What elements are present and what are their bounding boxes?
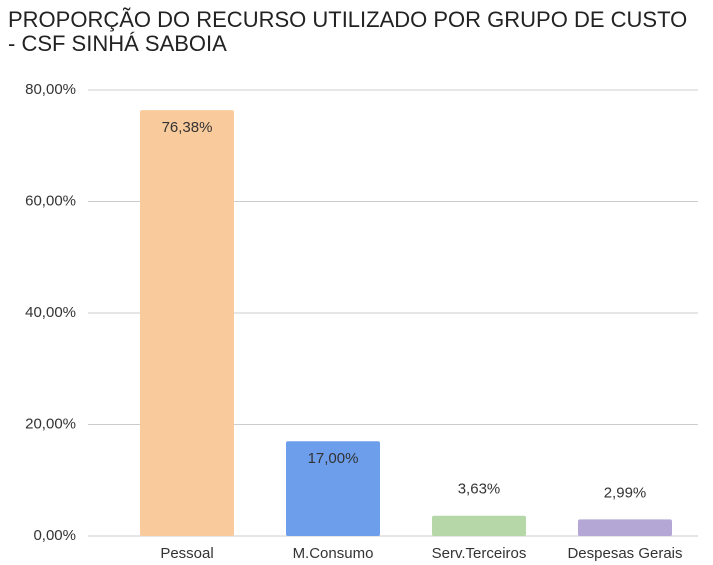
y-tick-label: 0,00% [33, 527, 76, 544]
chart-title: PROPORÇÃO DO RECURSO UTILIZADO POR GRUPO… [8, 7, 688, 56]
bar [286, 441, 380, 536]
y-tick-label: 40,00% [25, 304, 76, 321]
bar [432, 515, 526, 536]
y-tick-label: 20,00% [25, 415, 76, 432]
x-tick-label: Despesas Gerais [567, 545, 682, 562]
x-tick-label: Serv.Terceiros [432, 545, 527, 562]
data-label: 3,63% [458, 481, 501, 498]
bar [140, 110, 234, 536]
y-tick-label: 60,00% [25, 192, 76, 209]
data-label: 76,38% [162, 119, 213, 136]
y-tick-label: 80,00% [25, 81, 76, 98]
data-label: 17,00% [308, 450, 359, 467]
data-label: 2,99% [604, 484, 647, 501]
x-tick-label: Pessoal [160, 545, 213, 562]
x-tick-label: M.Consumo [293, 545, 374, 562]
bar [578, 519, 672, 536]
